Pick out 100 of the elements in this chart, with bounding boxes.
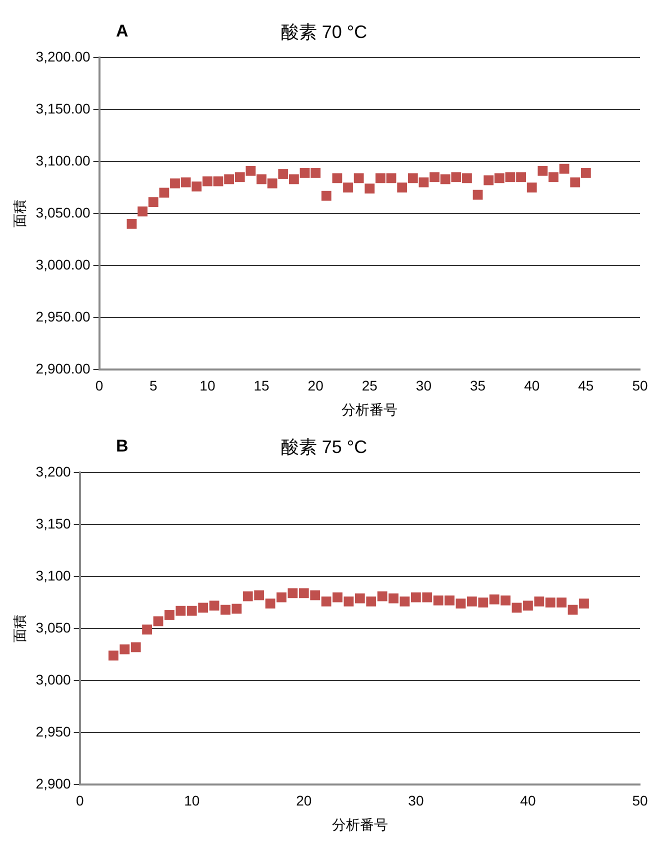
point bbox=[440, 174, 450, 184]
point bbox=[556, 598, 567, 608]
point bbox=[300, 168, 310, 178]
point bbox=[209, 600, 220, 611]
y-tick-label: 3,050 bbox=[36, 619, 72, 636]
x-tick-label: 50 bbox=[632, 792, 648, 809]
point bbox=[388, 593, 398, 604]
y-axis-title: 面積 bbox=[11, 200, 28, 228]
point bbox=[430, 172, 440, 182]
x-tick-label: 5 bbox=[149, 378, 158, 394]
y-tick-label: 3,000 bbox=[36, 671, 72, 688]
x-tick-label: 30 bbox=[416, 378, 432, 394]
point bbox=[526, 182, 537, 192]
point bbox=[159, 188, 170, 198]
point bbox=[278, 169, 288, 179]
x-tick-label: 0 bbox=[95, 378, 104, 394]
point bbox=[265, 598, 276, 609]
y-tick-label: 3,050.00 bbox=[36, 204, 91, 220]
point bbox=[377, 591, 388, 602]
point bbox=[494, 173, 504, 184]
point bbox=[408, 173, 418, 184]
point bbox=[364, 184, 375, 194]
point bbox=[234, 172, 245, 182]
point bbox=[451, 172, 462, 182]
point bbox=[130, 642, 141, 652]
point bbox=[548, 172, 558, 182]
point bbox=[344, 596, 354, 606]
x-tick-label: 40 bbox=[520, 792, 536, 809]
point bbox=[478, 598, 488, 608]
point bbox=[484, 175, 494, 186]
x-tick-label: 20 bbox=[308, 378, 324, 394]
y-tick-label: 3,200 bbox=[36, 463, 72, 480]
point bbox=[142, 624, 152, 634]
point bbox=[397, 182, 408, 192]
point bbox=[310, 168, 321, 178]
point bbox=[418, 177, 429, 188]
point bbox=[472, 190, 483, 200]
point bbox=[422, 592, 432, 602]
point bbox=[232, 604, 242, 614]
point bbox=[186, 606, 197, 616]
y-tick-label: 3,200.00 bbox=[36, 48, 91, 64]
y-tick-label: 2,950 bbox=[36, 723, 72, 740]
point bbox=[153, 616, 164, 626]
point bbox=[523, 600, 533, 611]
point bbox=[192, 182, 202, 192]
point bbox=[545, 598, 556, 608]
point bbox=[288, 588, 298, 598]
point bbox=[462, 173, 472, 184]
point bbox=[267, 178, 278, 188]
x-tick-label: 0 bbox=[76, 792, 84, 809]
point bbox=[213, 176, 224, 186]
y-tick-label: 3,150 bbox=[36, 515, 72, 532]
point bbox=[176, 606, 186, 616]
point bbox=[180, 177, 191, 188]
point bbox=[354, 593, 365, 604]
point bbox=[579, 598, 589, 609]
point bbox=[170, 178, 180, 188]
point bbox=[126, 218, 137, 229]
y-tick-label: 3,000.00 bbox=[36, 256, 91, 272]
point bbox=[321, 190, 332, 201]
point bbox=[568, 604, 578, 615]
point bbox=[246, 166, 256, 176]
point bbox=[512, 602, 522, 613]
point bbox=[366, 596, 376, 606]
point bbox=[354, 173, 364, 184]
y-tick-label: 3,150.00 bbox=[36, 100, 91, 116]
point bbox=[500, 595, 511, 606]
point bbox=[138, 206, 148, 216]
point bbox=[220, 604, 230, 615]
chart-title: 酸素 70 °C bbox=[280, 22, 368, 42]
y-tick-label: 3,100 bbox=[36, 567, 72, 584]
point bbox=[444, 595, 454, 606]
x-tick-label: 25 bbox=[362, 378, 378, 394]
x-tick-label: 40 bbox=[524, 378, 540, 394]
point bbox=[456, 598, 466, 609]
x-tick-label: 10 bbox=[200, 378, 216, 394]
point bbox=[343, 182, 353, 192]
x-tick-label: 20 bbox=[296, 792, 312, 809]
point bbox=[386, 173, 396, 184]
y-tick-label: 2,900.00 bbox=[36, 360, 91, 376]
point bbox=[559, 164, 570, 174]
point bbox=[467, 596, 477, 606]
chart-title: 酸素 75 °C bbox=[280, 436, 368, 457]
text: A bbox=[116, 22, 128, 41]
point bbox=[120, 644, 130, 654]
point bbox=[410, 592, 421, 602]
point bbox=[224, 174, 234, 184]
point bbox=[164, 610, 174, 620]
point bbox=[108, 650, 118, 660]
point bbox=[202, 176, 212, 186]
point bbox=[289, 174, 299, 184]
point bbox=[298, 588, 309, 598]
point bbox=[489, 594, 500, 604]
point bbox=[256, 174, 266, 184]
point bbox=[310, 590, 320, 600]
point bbox=[242, 591, 253, 602]
point bbox=[376, 173, 386, 184]
x-axis-title: 分析番号 bbox=[332, 816, 388, 832]
point bbox=[321, 596, 332, 606]
x-tick-label: 10 bbox=[184, 792, 200, 809]
